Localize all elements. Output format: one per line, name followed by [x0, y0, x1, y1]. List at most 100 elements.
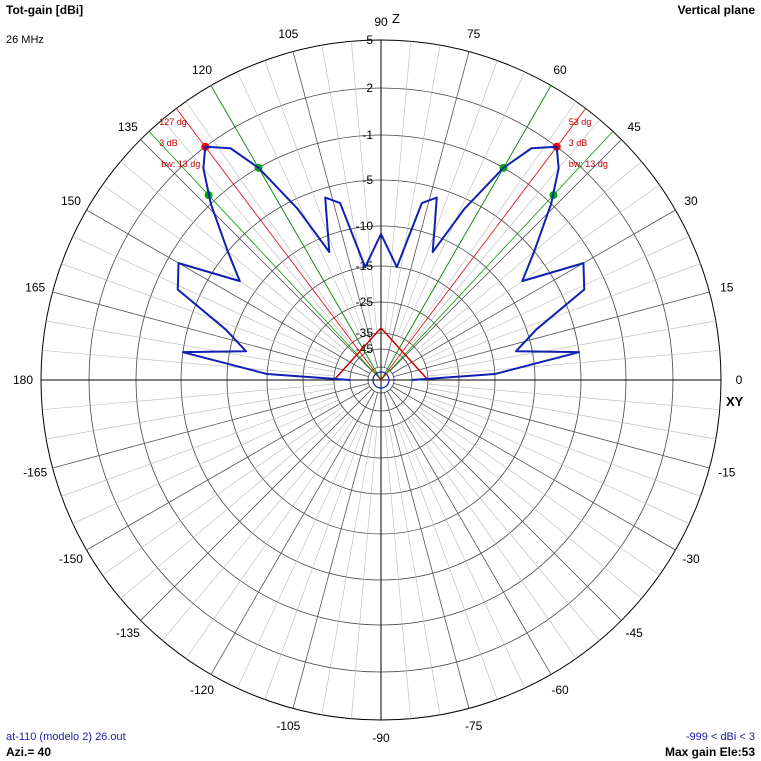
beam-label: bw: 13 dg	[569, 159, 608, 169]
xy-axis-label: XY	[726, 394, 744, 409]
angle-tick-label: 120	[192, 63, 212, 77]
angle-tick-label: 165	[25, 280, 45, 294]
gain-pattern-point	[339, 202, 341, 204]
grid-spoke	[86, 209, 370, 374]
grid-spoke	[264, 60, 366, 336]
gain-pattern-point	[463, 207, 466, 210]
gain-pattern-point	[204, 145, 207, 148]
grid-spoke	[120, 161, 346, 351]
beam-max-line	[380, 108, 586, 381]
angle-tick-label: -45	[625, 626, 643, 640]
grid-spoke	[237, 71, 362, 338]
gain-range-label: -999 < dBi < 3	[685, 731, 755, 743]
gain-pattern-point	[515, 350, 517, 353]
beam-3db-line	[148, 131, 382, 381]
angle-tick-label: 45	[627, 120, 641, 134]
grid-spoke	[427, 350, 720, 377]
grid-spoke	[140, 388, 373, 621]
gain-pattern-point	[435, 196, 438, 199]
pattern-layer	[176, 145, 586, 389]
grid-spoke	[389, 388, 622, 621]
grid-spoke	[425, 395, 701, 497]
grid-spoke	[416, 161, 642, 351]
gain-pattern-point	[266, 373, 268, 375]
angle-tick-label: -15	[718, 466, 736, 480]
azimuth-label: Azi.= 40	[6, 745, 52, 759]
gain-pattern-point	[431, 251, 434, 253]
beam-label: 3 dB	[569, 138, 588, 148]
radial-tick-label: 2	[366, 81, 373, 95]
grid-spoke	[392, 209, 676, 374]
max-gain-label: Max gain Ele:53	[664, 745, 755, 759]
beam-max-line	[176, 108, 382, 381]
angle-tick-label: -90	[372, 731, 390, 745]
z-axis-label: Z	[392, 11, 400, 26]
grid-spoke	[120, 409, 346, 599]
angle-tick-label: 30	[684, 194, 698, 208]
grid-spoke	[351, 426, 378, 719]
grid-spoke	[383, 51, 470, 368]
beam-label: bw: 13 dg	[161, 159, 200, 169]
gain-pattern-point	[202, 167, 205, 170]
grid-spoke	[185, 418, 355, 659]
grid-spoke	[292, 51, 379, 368]
radial-tick-label: -1	[362, 128, 373, 142]
angle-labels: 0 15 30 45 60 75 90 105 120 135 150 165 180 -165 -150 -…	[13, 15, 743, 745]
gain-pattern-point	[502, 167, 505, 169]
angle-tick-label: 105	[278, 27, 298, 41]
grid-spoke	[140, 139, 373, 372]
angle-tick-label: -135	[116, 626, 140, 640]
gain-pattern-point	[328, 251, 331, 253]
grid-spoke	[427, 320, 716, 373]
grid-spoke	[42, 350, 335, 377]
grid-spoke	[383, 392, 470, 709]
grid-spoke	[427, 383, 720, 410]
gain-pattern-point	[557, 167, 560, 170]
radial-tick-label: -35	[356, 326, 374, 340]
grid-spoke	[185, 101, 355, 342]
gain-pattern-point	[176, 288, 179, 291]
grid-spoke	[46, 387, 335, 440]
beam-center-marker	[333, 326, 429, 381]
gain-pattern-point	[583, 288, 586, 291]
beam-label: 53 dg	[569, 117, 592, 127]
angle-tick-label: 0	[736, 373, 743, 387]
grid-spoke	[388, 45, 441, 334]
gain-pattern-point	[380, 233, 382, 235]
angle-tick-label: 15	[720, 280, 734, 294]
radial-tick-label: -25	[356, 295, 374, 309]
grid-spoke	[425, 263, 701, 365]
grid-spoke	[162, 415, 352, 641]
grid-spoke	[42, 383, 335, 410]
angle-tick-label: -105	[276, 719, 300, 733]
gain-pattern-point	[535, 328, 538, 331]
grid-spoke	[46, 320, 335, 373]
gain-pattern-point	[324, 196, 327, 199]
grid-spoke	[410, 415, 600, 641]
angle-tick-label: 150	[61, 194, 81, 208]
gain-pattern-point	[177, 262, 180, 264]
grid-spoke	[400, 422, 525, 689]
angle-tick-label: -75	[465, 719, 483, 733]
gain-pattern-point	[494, 373, 496, 375]
gain-pattern-point	[257, 167, 260, 169]
grid-spoke	[419, 406, 660, 576]
gain-pattern-point	[396, 266, 398, 268]
gain-pattern-point	[238, 280, 241, 282]
file-name-label: at-110 (modelo 2) 26.out	[6, 731, 126, 743]
gain-pattern-point	[245, 350, 247, 353]
grid-spoke	[237, 422, 362, 689]
grid-spoke	[162, 119, 352, 345]
gain-pattern-point	[349, 379, 351, 381]
grid-spoke	[400, 71, 525, 338]
grid-spoke	[52, 382, 369, 469]
grid-spoke	[321, 426, 374, 715]
grid-spoke	[407, 418, 577, 659]
grid-spoke	[102, 184, 343, 354]
radial-tick-label: -5	[362, 173, 373, 187]
angle-tick-label: 135	[118, 120, 138, 134]
beam-3db-line	[380, 131, 614, 381]
gain-pattern-point	[296, 207, 299, 210]
grid-spoke	[416, 409, 642, 599]
gain-pattern-point	[555, 145, 558, 148]
